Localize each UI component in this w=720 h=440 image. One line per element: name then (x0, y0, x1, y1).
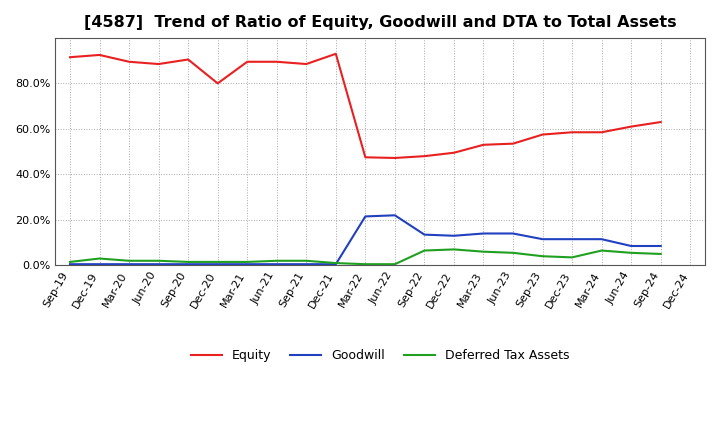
Deferred Tax Assets (627, 250, 636, 256)
Equity (331, 51, 340, 56)
Goodwill (272, 261, 281, 267)
Equity (420, 154, 428, 159)
Deferred Tax Assets (66, 259, 74, 264)
Equity (95, 52, 104, 58)
Deferred Tax Assets (125, 258, 133, 264)
Equity (539, 132, 547, 137)
Deferred Tax Assets (390, 261, 399, 267)
Goodwill (213, 261, 222, 267)
Legend: Equity, Goodwill, Deferred Tax Assets: Equity, Goodwill, Deferred Tax Assets (186, 344, 575, 367)
Deferred Tax Assets (272, 258, 281, 264)
Deferred Tax Assets (568, 255, 577, 260)
Goodwill (243, 261, 251, 267)
Goodwill (302, 261, 310, 267)
Goodwill (480, 231, 488, 236)
Goodwill (184, 261, 192, 267)
Equity (568, 130, 577, 135)
Goodwill (390, 213, 399, 218)
Deferred Tax Assets (657, 251, 665, 257)
Deferred Tax Assets (480, 249, 488, 254)
Goodwill (449, 233, 458, 238)
Equity (213, 81, 222, 86)
Deferred Tax Assets (154, 258, 163, 264)
Goodwill (568, 237, 577, 242)
Goodwill (331, 261, 340, 267)
Deferred Tax Assets (331, 260, 340, 266)
Deferred Tax Assets (509, 250, 518, 256)
Deferred Tax Assets (213, 259, 222, 264)
Equity (302, 62, 310, 67)
Goodwill (95, 261, 104, 267)
Equity (657, 119, 665, 125)
Equity (154, 62, 163, 67)
Equity (272, 59, 281, 64)
Goodwill (66, 261, 74, 267)
Equity (509, 141, 518, 146)
Goodwill (420, 232, 428, 237)
Goodwill (154, 261, 163, 267)
Goodwill (509, 231, 518, 236)
Deferred Tax Assets (598, 248, 606, 253)
Goodwill (539, 237, 547, 242)
Equity (449, 150, 458, 155)
Equity (627, 124, 636, 129)
Equity (598, 130, 606, 135)
Equity (125, 59, 133, 64)
Goodwill (125, 261, 133, 267)
Goodwill (598, 237, 606, 242)
Equity (184, 57, 192, 62)
Deferred Tax Assets (361, 261, 369, 267)
Deferred Tax Assets (95, 256, 104, 261)
Deferred Tax Assets (243, 259, 251, 264)
Equity (480, 142, 488, 147)
Equity (243, 59, 251, 64)
Deferred Tax Assets (539, 253, 547, 259)
Goodwill (657, 243, 665, 249)
Line: Equity: Equity (70, 54, 661, 158)
Line: Deferred Tax Assets: Deferred Tax Assets (70, 249, 661, 264)
Deferred Tax Assets (420, 248, 428, 253)
Goodwill (627, 243, 636, 249)
Deferred Tax Assets (449, 247, 458, 252)
Equity (361, 154, 369, 160)
Equity (66, 55, 74, 60)
Equity (390, 155, 399, 161)
Line: Goodwill: Goodwill (70, 215, 661, 264)
Deferred Tax Assets (184, 259, 192, 264)
Deferred Tax Assets (302, 258, 310, 264)
Goodwill (361, 214, 369, 219)
Title: [4587]  Trend of Ratio of Equity, Goodwill and DTA to Total Assets: [4587] Trend of Ratio of Equity, Goodwil… (84, 15, 676, 30)
